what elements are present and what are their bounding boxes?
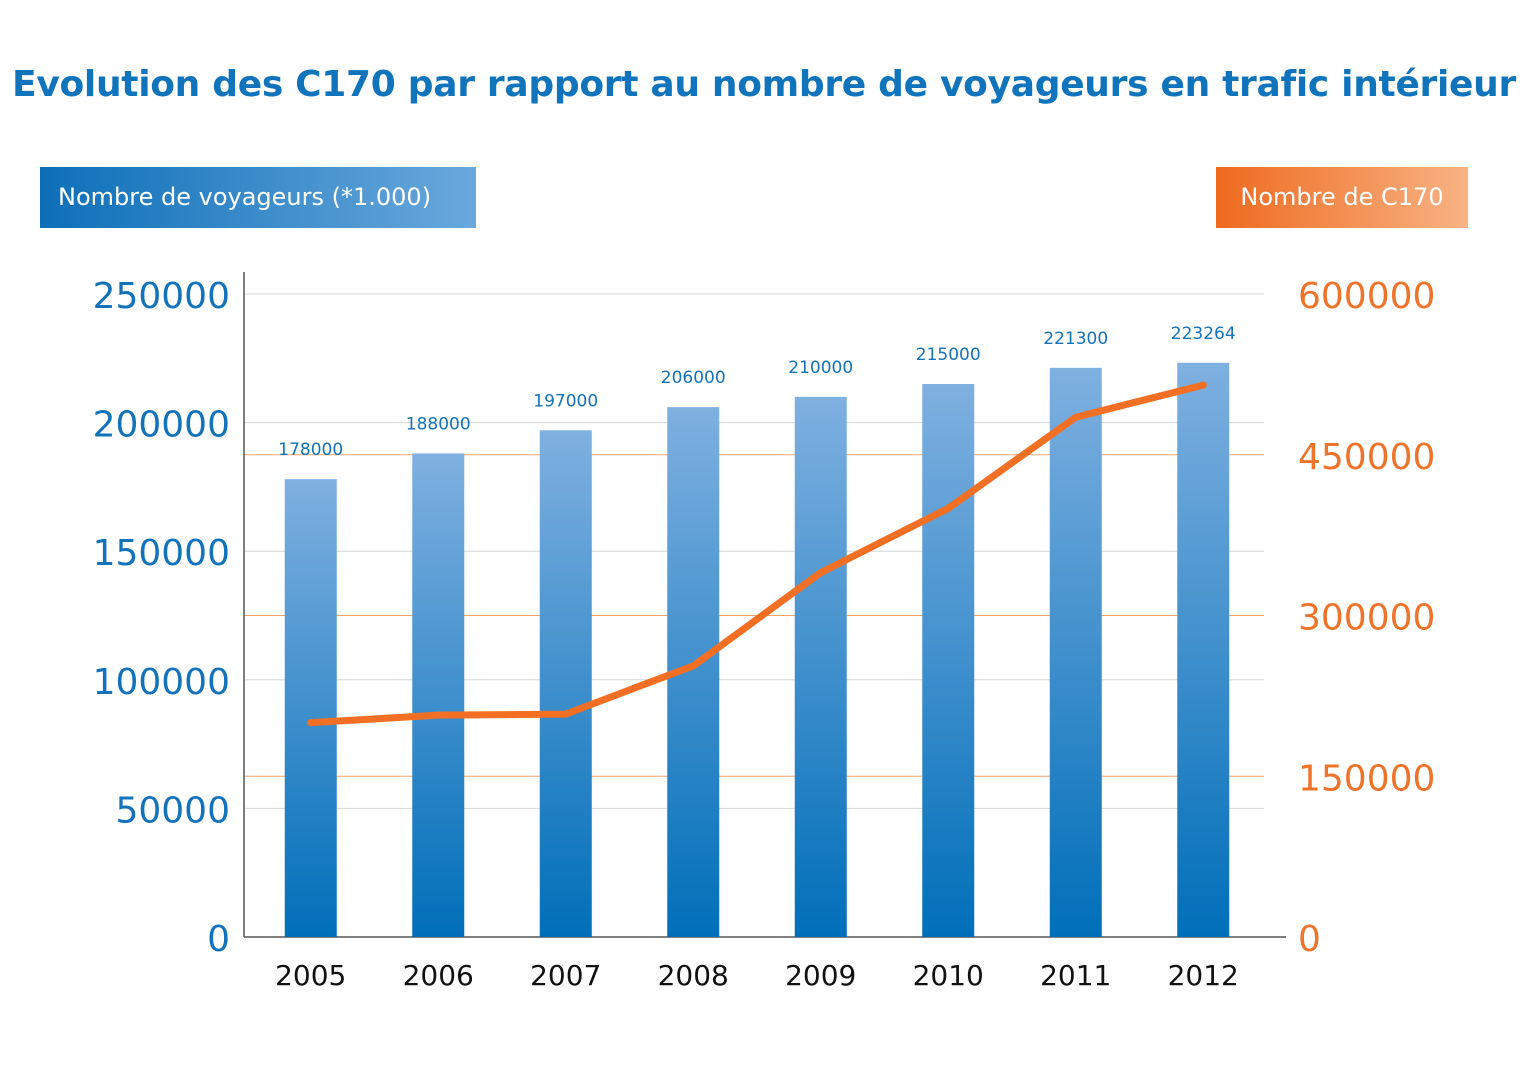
left-tick-label: 0: [207, 919, 230, 960]
c170-line: [307, 381, 1207, 727]
x-tick-label-2009: 2009: [785, 959, 856, 992]
x-tick-label-2006: 2006: [403, 959, 474, 992]
bar-2012: [1177, 362, 1230, 937]
bar-2005: [284, 479, 337, 937]
x-tick-label-2005: 2005: [275, 959, 346, 992]
x-tick-label-2010: 2010: [913, 959, 984, 992]
right-tick-label: 150000: [1298, 758, 1435, 799]
c170-point-2006: [434, 711, 442, 719]
bar-value-label-2008: 206000: [661, 368, 726, 388]
x-tick-label-2007: 2007: [530, 959, 601, 992]
left-tick-label: 50000: [115, 790, 230, 831]
right-tick-label: 300000: [1298, 598, 1435, 639]
bar-value-label-2011: 221300: [1043, 329, 1108, 349]
bar-2006: [412, 453, 465, 937]
left-tick-label: 100000: [93, 662, 230, 703]
bar-2009: [794, 396, 847, 937]
bar-value-label-2007: 197000: [533, 391, 598, 411]
right-tick-label: 0: [1298, 919, 1321, 960]
right-tick-label: 600000: [1298, 276, 1435, 317]
left-axis-legend: Nombre de voyageurs (*1.000): [40, 167, 476, 228]
right-axis-legend: Nombre de C170: [1216, 167, 1468, 228]
right-tick-label: 450000: [1298, 437, 1435, 478]
bar-2011: [1049, 367, 1102, 937]
c170-point-2007: [562, 710, 570, 718]
left-tick-label: 200000: [93, 405, 230, 446]
c170-point-2011: [1072, 413, 1080, 421]
c170-point-2008: [689, 662, 697, 670]
left-tick-label: 150000: [93, 533, 230, 574]
bar-value-label-2010: 215000: [916, 345, 981, 365]
bar-value-label-2009: 210000: [788, 358, 853, 378]
chart-title: Evolution des C170 par rapport au nombre…: [12, 64, 1516, 105]
bar-value-label-2012: 223264: [1171, 324, 1236, 344]
c170-point-2005: [307, 719, 315, 727]
x-tick-label-2008: 2008: [658, 959, 729, 992]
bar-value-label-2005: 178000: [278, 440, 343, 460]
x-tick-label-2011: 2011: [1040, 959, 1111, 992]
c170-point-2009: [817, 569, 825, 577]
bar-value-label-2006: 188000: [406, 414, 471, 434]
left-tick-label: 250000: [93, 276, 230, 317]
bar-2010: [922, 384, 975, 937]
bar-2007: [539, 430, 592, 937]
c170-point-2012: [1199, 381, 1207, 389]
c170-point-2010: [944, 504, 952, 512]
x-tick-label-2012: 2012: [1168, 959, 1239, 992]
